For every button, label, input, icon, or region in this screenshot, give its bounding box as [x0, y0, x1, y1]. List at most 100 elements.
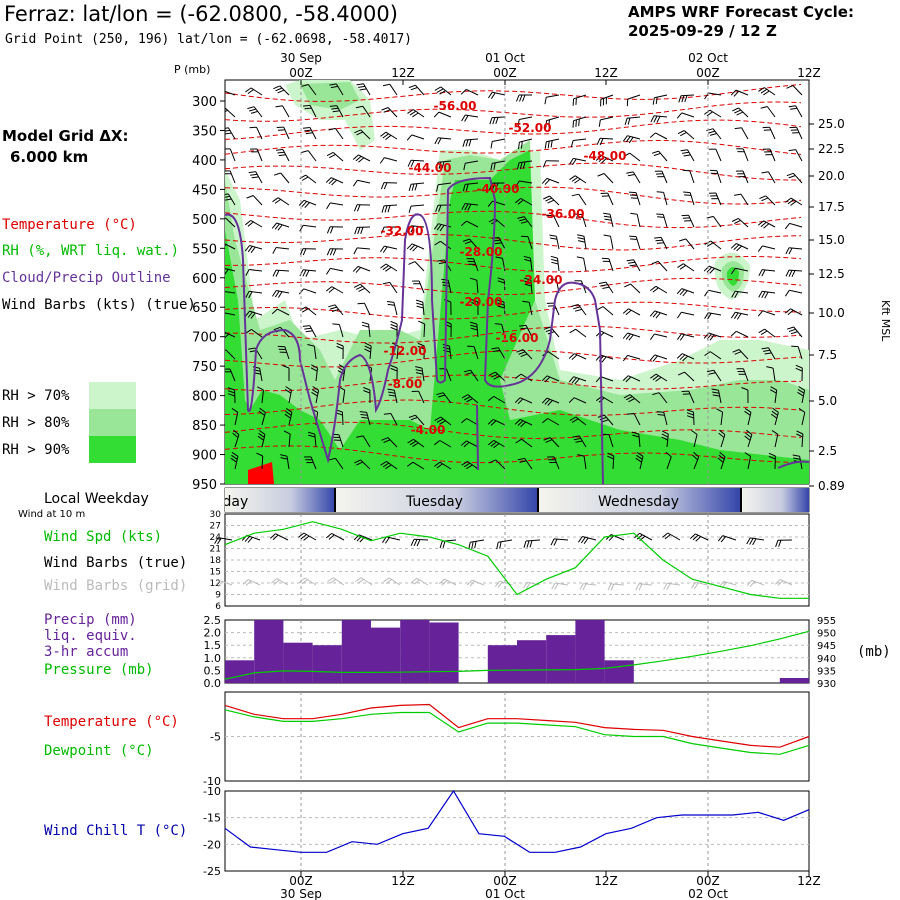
wind-barb — [790, 197, 803, 206]
wind-barb-flag — [692, 454, 698, 461]
wind-barb-flag — [247, 89, 254, 95]
wind-barb-flag — [332, 248, 337, 256]
wind-barb-flag — [677, 371, 685, 376]
grid-wind-barb-flag — [635, 583, 640, 591]
wind-barb — [600, 354, 614, 360]
grid-wind-barb — [361, 577, 373, 586]
wind-barb-flag — [708, 130, 716, 134]
wind-barb — [546, 94, 560, 98]
wind-barb — [494, 218, 506, 228]
wind-barb-flag — [417, 345, 425, 350]
wind-barb-flag — [325, 286, 333, 292]
height-tick-label: 5.0 — [818, 394, 837, 408]
wind-barb-flag — [760, 330, 768, 336]
wind-barb — [445, 368, 452, 382]
wind-barb-flag — [379, 157, 385, 164]
wind-barb-flag — [680, 131, 687, 137]
wind-barb — [414, 261, 425, 272]
wind-barb-flag — [574, 308, 583, 312]
wind-barb — [249, 245, 263, 250]
wind-barb-flag — [244, 245, 250, 252]
wind-barb-flag — [231, 451, 239, 457]
wind-barb-flag — [764, 291, 769, 299]
wind-barb-flag — [384, 205, 388, 213]
wind-barb-flag — [757, 220, 764, 226]
wind-barb-flag — [302, 127, 311, 129]
wind-barb-flag — [437, 259, 445, 262]
wind-barb-flag — [493, 375, 501, 380]
wind-barb-flag — [364, 342, 372, 347]
wind-barb-flag — [471, 299, 479, 303]
wind-barb-flag — [665, 451, 672, 458]
wind-barb-flag — [676, 353, 683, 359]
precip-accum-label: 3-hr accum — [44, 644, 129, 660]
wind-barb-flag — [686, 409, 694, 413]
wind-barb-flag — [573, 437, 581, 441]
wind-barb — [708, 312, 722, 316]
wind-barb — [362, 435, 371, 448]
wind-barb-flag — [225, 129, 230, 132]
wind-barb-flag — [435, 162, 439, 170]
surface-wind-barb-flag — [496, 542, 499, 550]
wind-barb-flag — [363, 390, 371, 394]
wind-barb-flag — [684, 194, 692, 196]
wind-barb-flag — [328, 127, 336, 131]
wind-barb-flag — [439, 90, 446, 95]
wind-barb — [413, 109, 425, 118]
wind-barb — [742, 148, 749, 162]
forecast-cycle-label: AMPS WRF Forecast Cycle: — [628, 3, 854, 21]
wind-barb — [610, 236, 614, 250]
cloud-outline-c — [777, 460, 809, 469]
wind-barb-flag — [495, 117, 499, 125]
surface-wind-barb-flag — [583, 537, 589, 544]
wind-barb-flag — [362, 324, 370, 328]
wind-barb-flag — [625, 333, 631, 340]
wind-barb-flag — [795, 364, 803, 369]
wind-barb-flag — [520, 327, 528, 330]
wind-barb-flag — [635, 457, 642, 463]
wind-barb-flag — [766, 366, 774, 369]
precip-tick-label: 0.5 — [204, 664, 222, 677]
grid-point-subtitle: Grid Point (250, 196) lat/lon = (-62.069… — [5, 32, 412, 47]
surface-wind-barb — [386, 536, 401, 541]
grid-wind-barb-flag — [522, 581, 528, 589]
wind-barb-flag — [626, 259, 634, 262]
wind-barb-flag — [225, 269, 229, 275]
wind-barb — [360, 459, 371, 470]
grid-wind-barb-flag — [413, 579, 420, 585]
wind-barb-flag — [414, 183, 418, 191]
wind-barb-flag — [600, 284, 608, 287]
wind-barb-flag — [629, 235, 637, 238]
wind-barb-flag — [730, 267, 736, 275]
wind-barb-flag — [575, 213, 583, 216]
wind-barb-flag — [625, 309, 632, 316]
wind-barb — [314, 434, 317, 448]
grid-wind-barb — [527, 581, 541, 586]
wind-barb-flag — [284, 413, 291, 419]
surface-wind-barb-flag — [553, 538, 558, 546]
wind-barb-flag — [763, 349, 771, 352]
wind-barb — [602, 306, 614, 316]
wind-barb-flag — [795, 367, 803, 372]
wind-barb — [418, 280, 425, 294]
wind-barb-flag — [470, 327, 478, 331]
wind-barb — [599, 137, 614, 140]
bottom-time-label: 00Z — [289, 874, 313, 888]
surface-wind-barb-flag — [325, 533, 333, 539]
wind-barb-flag — [390, 320, 398, 325]
wind-barb-flag — [464, 240, 472, 245]
grid-wind-barb-flag — [441, 580, 448, 586]
wind-barb — [229, 368, 236, 382]
wind-barb-flag — [283, 430, 291, 435]
wind-barb-flag — [487, 91, 493, 99]
wind-barb — [747, 456, 752, 470]
wind-barb-flag — [225, 333, 229, 339]
wind-barb-flag — [763, 223, 770, 229]
wind-barb-flag — [434, 86, 442, 91]
wind-barb-flag — [784, 290, 790, 297]
wind-barb — [520, 418, 533, 426]
wind-barb-flag — [311, 364, 318, 369]
wind-barb-flag — [601, 157, 607, 164]
wind-barb — [661, 170, 668, 184]
wind-barb-flag — [358, 85, 366, 88]
